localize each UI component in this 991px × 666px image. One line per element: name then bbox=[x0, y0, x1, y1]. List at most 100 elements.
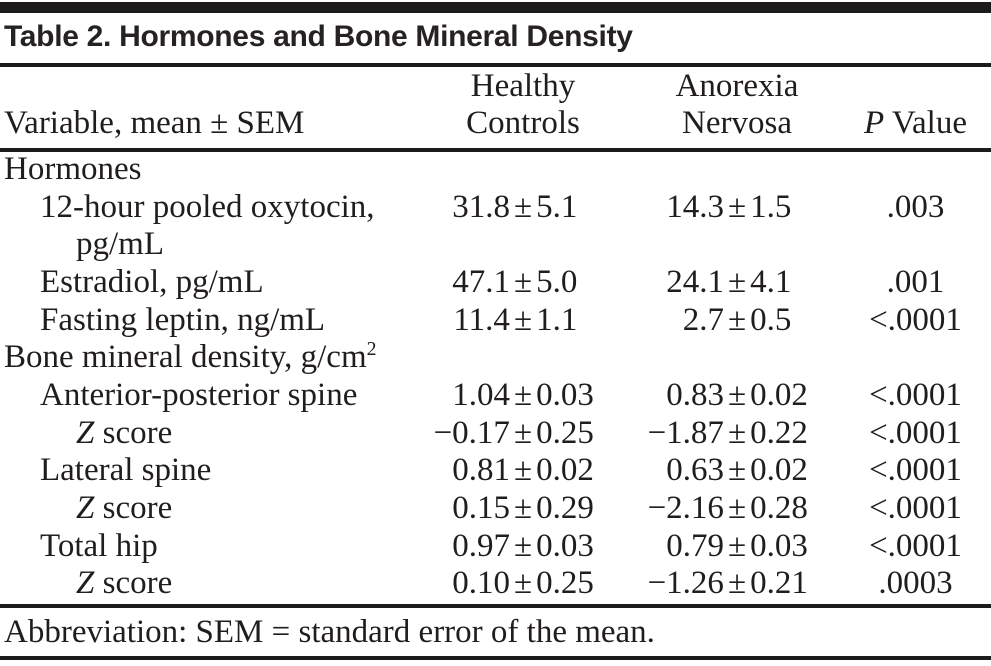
plus-minus-sign: ± bbox=[727, 414, 747, 451]
rule-under-title bbox=[0, 63, 991, 67]
anorexia-nervosa-value: 0.79 ±0.03 bbox=[634, 528, 840, 566]
anorexia-nervosa-value: 0.83 ±0.02 bbox=[634, 377, 840, 415]
row-label-text: Estradiol, pg/mL bbox=[40, 264, 412, 302]
p-value: .001 bbox=[886, 263, 945, 300]
row-label-text: Hormones bbox=[4, 151, 412, 189]
row-label: Fasting leptin, ng/mL bbox=[0, 302, 412, 340]
header-anorexia-nervosa: Anorexia Nervosa bbox=[634, 68, 840, 148]
p-value: <.0001 bbox=[869, 489, 962, 526]
plus-minus-sign: ± bbox=[727, 188, 747, 225]
row-label-main: 12-hour pooled oxytocin, bbox=[40, 188, 375, 225]
anorexia-nervosa-value-sem: 0.28 bbox=[750, 489, 808, 526]
healthy-controls-value-mean: 0.81 bbox=[452, 452, 510, 489]
row-label-main: Fasting leptin, ng/mL bbox=[40, 301, 326, 338]
plus-minus-sign: ± bbox=[513, 263, 533, 300]
table-row: 12-hour pooled oxytocin, pg/mL 31.8 ±5.1 14.… bbox=[0, 189, 991, 264]
table-row: Fasting leptin, ng/mL 11.4 ±1.1 2.7 ±0.5 <.00… bbox=[0, 302, 991, 340]
row-label-main: Hormones bbox=[4, 151, 142, 187]
table-row: Total hip 0.97 ±0.03 0.79 ±0.03 <.0001 bbox=[0, 528, 991, 566]
row-label-text: Z score bbox=[76, 490, 412, 528]
healthy-controls-value-mean: 47.1 bbox=[452, 263, 510, 300]
row-label-italic: Z bbox=[76, 414, 95, 451]
p-value: <.0001 bbox=[869, 414, 962, 451]
healthy-controls-value-sem: 0.03 bbox=[536, 527, 594, 564]
p-value: <.0001 bbox=[869, 376, 962, 413]
plus-minus-sign: ± bbox=[513, 376, 533, 413]
row-label-main: Lateral spine bbox=[40, 452, 212, 489]
p-value: .003 bbox=[886, 188, 945, 225]
top-thick-rule bbox=[0, 2, 991, 13]
rule-above-footnote bbox=[0, 604, 991, 608]
plus-minus-sign: ± bbox=[727, 263, 747, 300]
healthy-controls-value-sem: 0.25 bbox=[536, 414, 594, 451]
table-title: Table 2. Hormones and Bone Mineral Densi… bbox=[4, 20, 633, 53]
anorexia-nervosa-value-sem: 4.1 bbox=[750, 263, 792, 300]
row-label-text: Z score bbox=[76, 565, 412, 603]
section-row: Bone mineral density, g/cm2 bbox=[0, 339, 991, 377]
anorexia-nervosa-value-sem: 0.5 bbox=[750, 301, 792, 338]
row-label: Z score bbox=[0, 565, 412, 603]
healthy-controls-value: 1.04 ±0.03 bbox=[412, 377, 634, 415]
plus-minus-sign: ± bbox=[727, 301, 747, 338]
healthy-controls-value: −0.17 ±0.25 bbox=[412, 415, 634, 453]
anorexia-nervosa-value: 2.7 ±0.5 bbox=[634, 302, 840, 340]
row-label-main: score bbox=[94, 565, 173, 602]
row-label: Anterior-posterior spine bbox=[0, 377, 412, 415]
plus-minus-sign: ± bbox=[513, 489, 533, 526]
row-label: Z score bbox=[0, 490, 412, 528]
row-label: Bone mineral density, g/cm2 bbox=[0, 339, 412, 377]
row-label-text: Anterior-posterior spine bbox=[40, 377, 412, 415]
p-value: <.0001 bbox=[869, 301, 962, 338]
row-label-main: score bbox=[94, 489, 173, 526]
plus-minus-sign: ± bbox=[513, 527, 533, 564]
healthy-controls-value-sem: 0.29 bbox=[536, 489, 594, 526]
plus-minus-sign: ± bbox=[513, 414, 533, 451]
healthy-controls-value-sem: 0.03 bbox=[536, 376, 594, 413]
header-anorexia-line1: Anorexia bbox=[675, 67, 799, 104]
healthy-controls-value-sem: 0.02 bbox=[536, 452, 594, 489]
rule-under-header bbox=[0, 148, 991, 152]
healthy-controls-value-sem: 0.25 bbox=[536, 565, 594, 602]
row-label-main: Estradiol, pg/mL bbox=[40, 263, 264, 300]
row-label-italic: Z bbox=[76, 489, 95, 526]
table-row: Z score 0.10 ±0.25 −1.26 ±0.21.0003 bbox=[0, 565, 991, 603]
healthy-controls-value-mean: 1.04 bbox=[452, 376, 510, 413]
anorexia-nervosa-value-mean: 0.79 bbox=[666, 527, 724, 564]
header-p-value: P Value bbox=[840, 105, 991, 148]
healthy-controls-value: 47.1 ±5.0 bbox=[412, 264, 634, 302]
anorexia-nervosa-value: −1.87 ±0.22 bbox=[634, 415, 840, 453]
healthy-controls-value-mean: 31.8 bbox=[452, 188, 510, 225]
healthy-controls-value-sem: 5.1 bbox=[536, 188, 578, 225]
row-label-text: Total hip bbox=[40, 528, 412, 566]
table-row: Z score 0.15 ±0.29 −2.16 ±0.28 <.0001 bbox=[0, 490, 991, 528]
header-variable: Variable, mean ± SEM bbox=[4, 105, 305, 142]
healthy-controls-value-mean: 0.10 bbox=[452, 565, 510, 602]
anorexia-nervosa-value-sem: 0.02 bbox=[750, 452, 808, 489]
anorexia-nervosa-value-mean: 24.1 bbox=[666, 263, 724, 300]
anorexia-nervosa-value-sem: 0.21 bbox=[750, 565, 808, 602]
healthy-controls-value: 0.97 ±0.03 bbox=[412, 528, 634, 566]
bottom-rule bbox=[0, 656, 991, 660]
anorexia-nervosa-value-mean: −2.16 bbox=[647, 489, 724, 526]
anorexia-nervosa-value-mean: 14.3 bbox=[666, 188, 724, 225]
anorexia-nervosa-value-sem: 0.22 bbox=[750, 414, 808, 451]
header-p-rest: Value bbox=[884, 105, 967, 142]
plus-minus-sign: ± bbox=[727, 527, 747, 564]
anorexia-nervosa-value-mean: 0.63 bbox=[666, 452, 724, 489]
row-label-text: 12-hour pooled oxytocin, bbox=[40, 189, 412, 227]
table-header-row: Variable, mean ± SEM Healthy Controls An… bbox=[0, 66, 991, 148]
plus-minus-sign: ± bbox=[513, 301, 533, 338]
table-row: Estradiol, pg/mL 47.1 ±5.0 24.1 ±4.1.001 bbox=[0, 264, 991, 302]
table-row: Lateral spine 0.81 ±0.02 0.63 ±0.02 <.0001 bbox=[0, 452, 991, 490]
row-label-main: Total hip bbox=[40, 527, 158, 564]
table-row: Z score −0.17 ±0.25 −1.87 ±0.22 <.0001 bbox=[0, 415, 991, 453]
footnote: Abbreviation: SEM = standard error of th… bbox=[4, 613, 655, 650]
healthy-controls-value-mean: 11.4 bbox=[453, 301, 510, 338]
row-label: Total hip bbox=[0, 528, 412, 566]
row-label-main: Anterior-posterior spine bbox=[40, 376, 358, 413]
row-label-text: Z score bbox=[76, 415, 412, 453]
row-label-continuation: pg/mL bbox=[76, 226, 164, 263]
healthy-controls-value-mean: −0.17 bbox=[433, 414, 510, 451]
header-healthy-controls: Healthy Controls bbox=[412, 68, 634, 148]
